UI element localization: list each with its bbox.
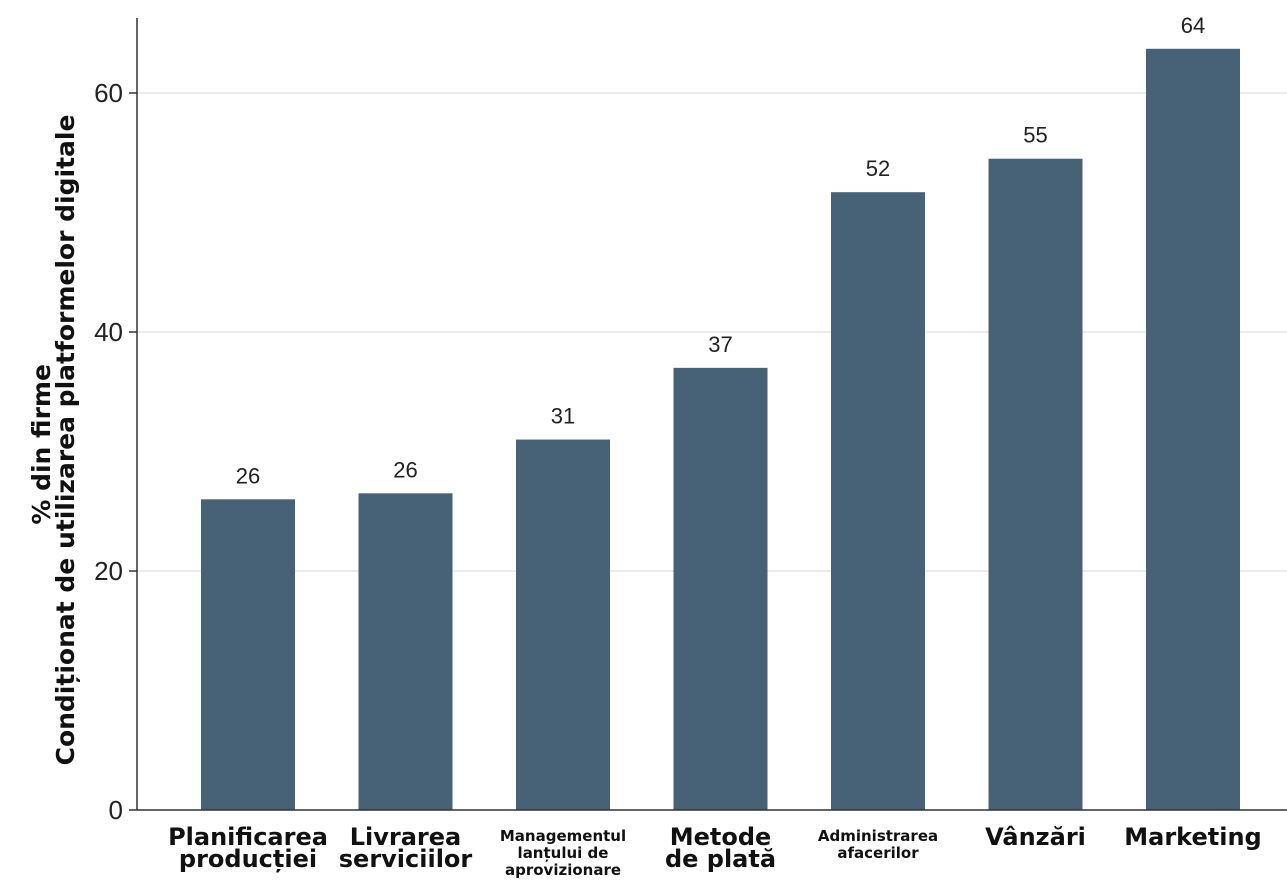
bar (516, 439, 610, 810)
y-tick-labels: 0 20 40 60 (94, 78, 137, 825)
value-label: 64 (1181, 13, 1205, 38)
category-label-line: Administrarea (818, 827, 938, 845)
category-label-line: serviciilor (339, 845, 473, 873)
bars (201, 48, 1240, 811)
category-label-line: afacerilor (837, 844, 919, 862)
axes (136, 18, 1287, 811)
value-label: 52 (866, 156, 890, 181)
bar (201, 499, 295, 810)
category-label: Vânzări (985, 823, 1086, 851)
value-label: 31 (551, 404, 575, 429)
y-tick-label: 0 (109, 795, 123, 825)
category-label-line: Livrarea (350, 823, 462, 851)
category-label-line: Planificarea (168, 823, 328, 851)
y-axis-title-line-1: % din firme (27, 364, 56, 525)
category-label-line: de plată (665, 845, 776, 873)
category-label: Administrarea afacerilor (818, 827, 938, 862)
category-label-line: Metode (670, 823, 772, 851)
value-label: 26 (236, 463, 260, 488)
category-label: Marketing (1124, 823, 1261, 851)
value-label: 26 (393, 457, 417, 482)
category-label: Managementul lanțului de aprovizionare (500, 827, 626, 879)
category-label: Planificarea producției (168, 823, 328, 873)
value-label: 37 (708, 332, 732, 357)
bar (831, 192, 925, 810)
bar (988, 158, 1083, 811)
category-label: Metode de plată (665, 823, 776, 873)
bar (1146, 48, 1240, 811)
category-label-line: Managementul (500, 827, 626, 845)
category-label-line: aprovizionare (505, 861, 621, 879)
y-axis-title: % din firme Condiționat de utilizarea pl… (27, 115, 80, 766)
category-label-line: producției (179, 845, 317, 873)
bar (673, 367, 768, 810)
category-label-line: Vânzări (985, 823, 1086, 851)
bar (358, 493, 453, 810)
y-axis-title-line-2: Condiționat de utilizarea platformelor d… (51, 115, 80, 766)
category-label: Livrarea serviciilor (339, 823, 473, 873)
y-tick-label: 40 (94, 317, 123, 347)
value-labels: 26 26 31 37 52 55 64 (236, 13, 1205, 489)
category-label-line: Marketing (1124, 823, 1261, 851)
y-tick-label: 60 (94, 78, 123, 108)
y-tick-label: 20 (94, 556, 123, 586)
value-label: 55 (1023, 123, 1047, 148)
category-label-line: lanțului de (518, 844, 609, 862)
